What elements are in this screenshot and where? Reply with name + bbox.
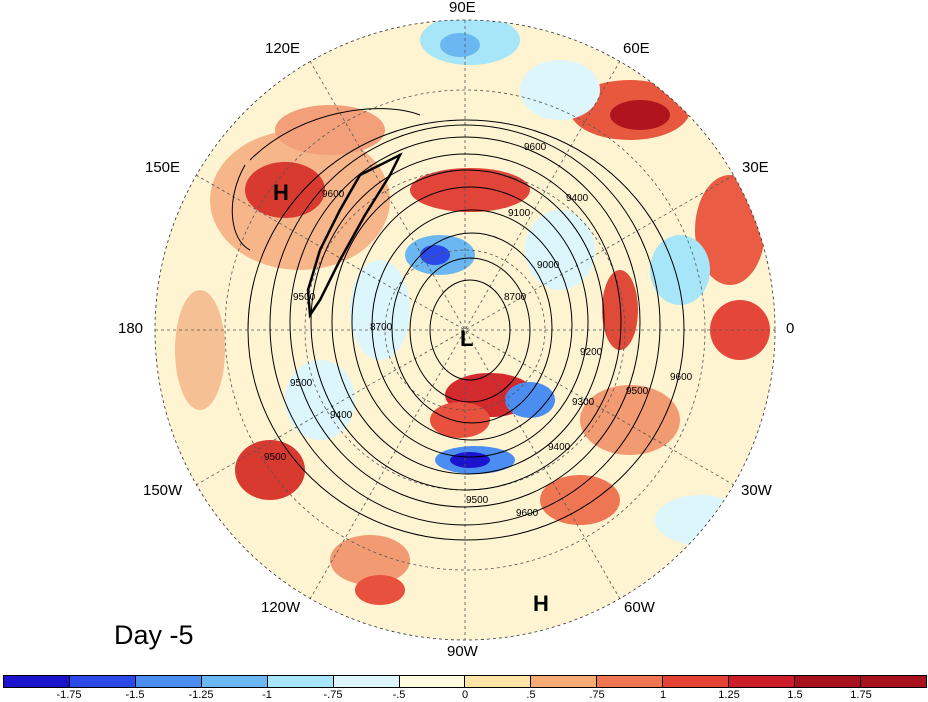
ridge-contour [306,152,403,319]
contour-label: 9500 [626,386,649,397]
contour-label: 9600 [322,189,345,200]
contour-label: 9600 [670,372,693,383]
colorbar-segment [267,676,334,687]
colorbar-segment [333,676,400,687]
high-pressure-marker: H [273,180,289,205]
contour-label: 9500 [290,378,313,389]
colorbar-segment [531,676,598,687]
contour-label: 9500 [264,452,287,463]
colorbar-tick-label: -.5 [392,689,406,701]
graticule [155,20,775,640]
contour-label: 9500 [293,292,316,303]
colorbar-segment [135,676,202,687]
colorbar-segment [795,676,861,687]
colorbar-tick-label: .75 [589,689,605,701]
longitude-label-150w: 150W [143,482,183,499]
colorbar-segment [465,676,532,687]
contour-label: 9500 [466,495,489,506]
longitude-label-30w: 30W [741,482,772,499]
contour-label: 8700 [370,322,393,333]
contour-label: 9400 [330,410,353,421]
contour-label: 9400 [566,193,589,204]
polar-stereographic-map: 9600 9400 9100 9000 8700 8700 9200 9300 … [154,19,776,641]
contour-label: 8700 [504,292,527,303]
map-border [154,19,776,641]
colorbar-tick-label: -1 [262,689,272,701]
longitude-label-90w: 90W [447,643,478,660]
colorbar-segment [399,676,466,687]
colorbar-tick-label: 1.25 [718,689,740,701]
colorbar-tick-label: -1.25 [188,689,214,701]
colorbar [3,675,927,688]
contour-label: 9100 [508,208,531,219]
contour-label: 9600 [516,508,539,519]
contour-label: 9000 [537,260,560,271]
colorbar-segment [860,676,926,687]
colorbar-segment [69,676,136,687]
longitude-label-120e: 120E [265,40,301,57]
colorbar-tick-label: 1.75 [850,689,872,701]
high-pressure-marker: H [533,591,549,616]
contour-label: 9400 [548,442,571,453]
contour-label: 9300 [572,397,595,408]
colorbar-tick-label: -.75 [323,689,343,701]
contour-label: 9600 [524,142,547,153]
colorbar-tick-label: .5 [526,689,536,701]
geopotential-contours [247,119,685,541]
longitude-label-180: 180 [118,320,144,337]
colorbar-segment [4,676,70,687]
low-pressure-marker: L [460,326,474,351]
colorbar-segment [201,676,268,687]
colorbar-segment [597,676,664,687]
colorbar-segment [729,676,796,687]
colorbar-segment [663,676,730,687]
colorbar-tick-label: -1.5 [125,689,145,701]
outer-contour [231,108,421,251]
colorbar-tick-label: -1.75 [56,689,82,701]
longitude-label-60e: 60E [623,40,650,57]
longitude-label-60w: 60W [624,599,655,616]
longitude-label-0: 0 [786,320,795,337]
panel-title: Day -5 [114,620,194,650]
contour-label-group: 9600 9400 9100 9000 8700 8700 9200 9300 … [264,142,693,519]
longitude-label-30e: 30E [742,159,769,176]
colorbar-tick-label: 1 [659,689,667,701]
longitude-label-120w: 120W [261,599,301,616]
contour-label: 9200 [580,347,603,358]
colorbar-tick-label: 1.5 [787,689,803,701]
longitude-label-150e: 150E [145,159,181,176]
longitude-label-90e: 90E [449,0,476,16]
colorbar-tick-label: 0 [461,689,469,701]
